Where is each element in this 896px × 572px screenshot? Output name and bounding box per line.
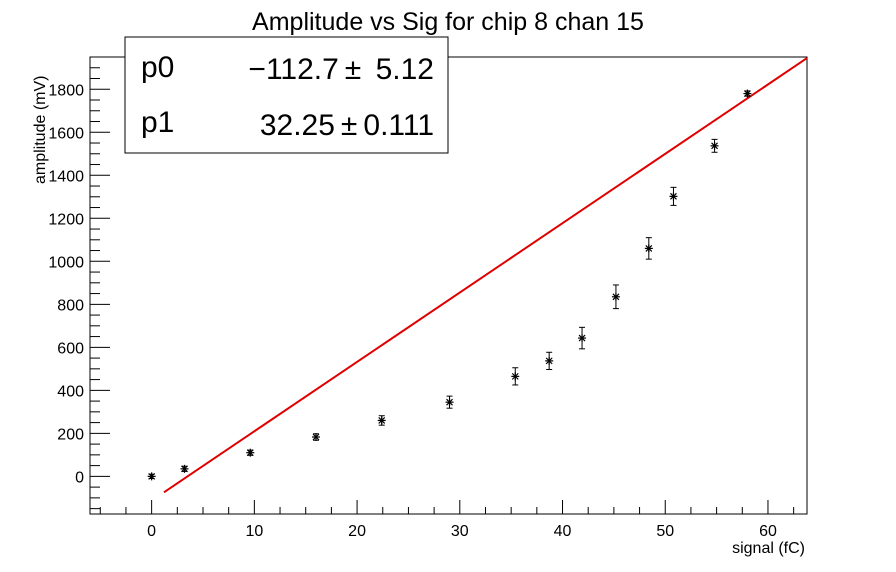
y-tick-label: 0 <box>75 469 84 486</box>
x-tick-label: 60 <box>759 523 777 540</box>
x-tick-label: 30 <box>451 523 469 540</box>
fit-line <box>163 57 808 494</box>
marker-stroke <box>711 142 718 150</box>
axis-tick-labels: 0 10 20 30 40 50 60020040060080010001200140016… <box>48 82 777 540</box>
y-tick-label: 600 <box>57 340 84 357</box>
marker-stroke <box>645 244 653 252</box>
marker-stroke <box>312 433 320 441</box>
y-tick-label: 400 <box>57 383 84 400</box>
marker-stroke <box>246 449 254 457</box>
fit-line-layer <box>163 57 808 494</box>
data-point <box>644 237 653 260</box>
y-tick-label: 1400 <box>48 168 84 185</box>
x-tick-label: 10 <box>245 523 263 540</box>
marker-stroke <box>670 192 677 200</box>
data-points-layer <box>147 89 752 481</box>
data-point <box>147 472 156 481</box>
fit-stats-box: p0 −112.7 ± 5.12 p1 32.25 ± 0.111 <box>124 36 449 154</box>
marker-stroke <box>446 398 453 406</box>
y-tick-label: 800 <box>57 297 84 314</box>
y-tick-label: 1000 <box>48 254 84 271</box>
data-point <box>710 138 719 153</box>
y-tick-label: 1200 <box>48 211 84 228</box>
stats-p1-value: 32.25 ± 0.111 <box>260 109 434 142</box>
chart-title: Amplitude vs Sig for chip 8 chan 15 <box>252 8 644 36</box>
marker-stroke <box>612 293 620 301</box>
axis-ticks <box>90 56 795 514</box>
data-point <box>611 284 620 310</box>
data-point <box>311 433 320 442</box>
y-axis-label: amplitude (mV) <box>32 76 49 184</box>
data-point <box>743 89 752 98</box>
data-point <box>669 186 678 206</box>
stats-p1-name: p1 <box>141 106 174 139</box>
x-tick-label: 0 <box>147 523 156 540</box>
marker-stroke <box>578 334 586 342</box>
stats-box-frame <box>124 36 449 154</box>
y-tick-label: 200 <box>57 426 84 443</box>
marker-stroke <box>545 357 553 365</box>
x-tick-label: 40 <box>554 523 572 540</box>
marker-stroke <box>181 465 188 473</box>
data-point <box>511 367 520 386</box>
marker-stroke <box>511 372 519 380</box>
data-point <box>578 326 587 350</box>
data-point <box>246 448 255 457</box>
data-point <box>377 415 386 426</box>
data-point <box>180 464 189 473</box>
marker-stroke <box>743 90 751 97</box>
y-tick-label: 1800 <box>48 82 84 99</box>
stats-p0-value: −112.7 ± 5.12 <box>248 53 434 86</box>
x-axis-label: signal (fC) <box>732 540 805 557</box>
marker-stroke <box>378 417 386 424</box>
data-point <box>445 395 454 409</box>
data-point <box>545 351 554 370</box>
y-tick-label: 1600 <box>48 125 84 142</box>
x-tick-label: 20 <box>348 523 366 540</box>
stats-p0-name: p0 <box>141 51 174 84</box>
marker-stroke <box>148 472 156 480</box>
x-tick-label: 50 <box>656 523 674 540</box>
